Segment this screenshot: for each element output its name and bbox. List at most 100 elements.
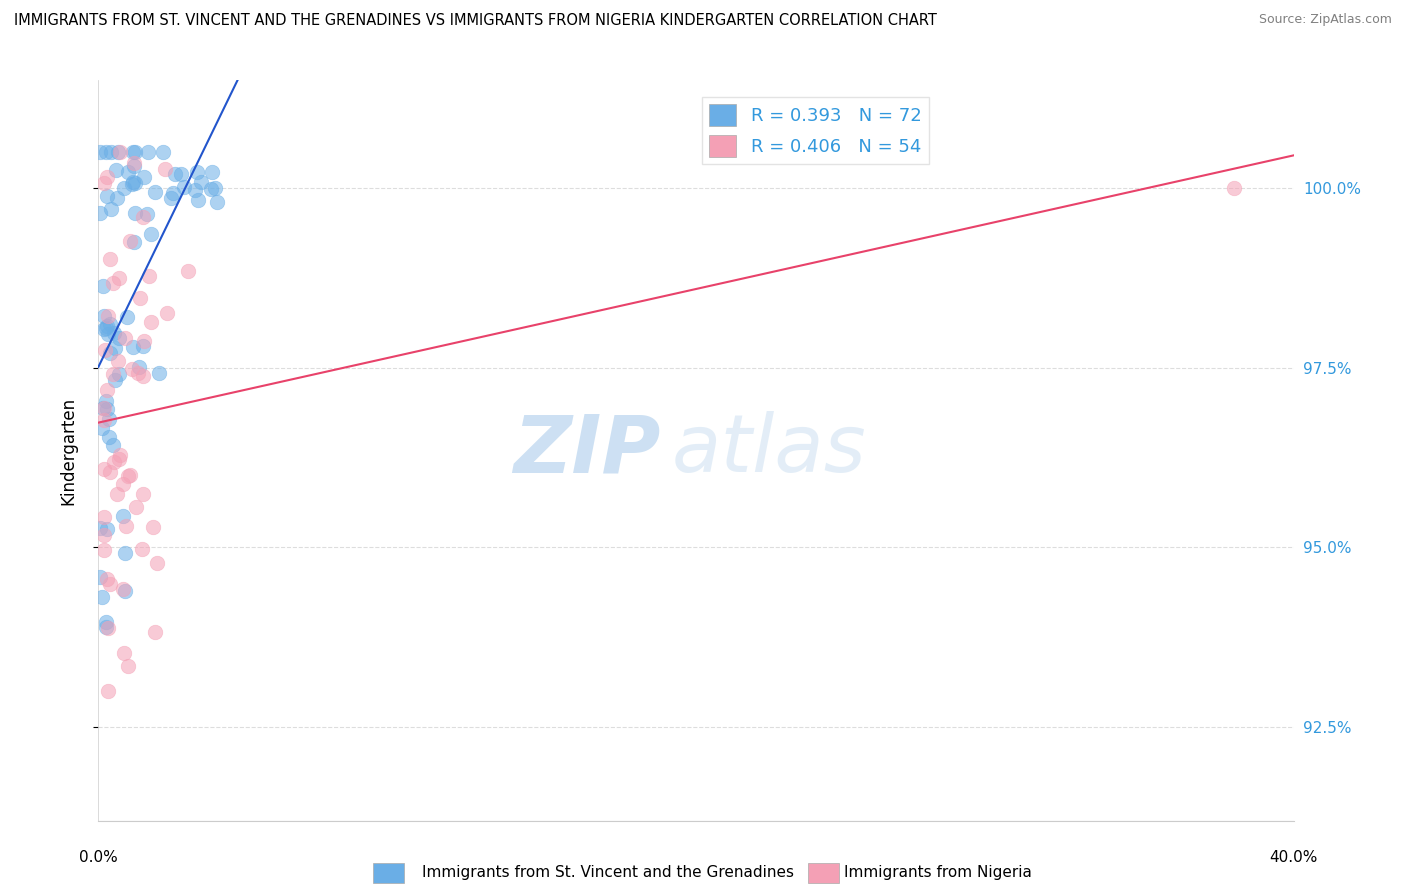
Point [170, 167, 193, 181]
Point [93, 413, 115, 427]
Point [114, 518, 136, 533]
Point [96, 572, 118, 586]
Point [205, 194, 228, 209]
Point [112, 477, 135, 491]
Point [93, 509, 115, 524]
Point [97, 430, 120, 444]
Point [101, 367, 124, 381]
Point [121, 340, 143, 354]
Point [91, 401, 114, 415]
Point [93, 322, 115, 336]
Text: Immigrants from Nigeria: Immigrants from Nigeria [844, 865, 1032, 880]
Point [124, 145, 146, 160]
Point [90, 591, 112, 605]
Point [89, 521, 111, 535]
Point [107, 145, 129, 160]
Point [131, 210, 153, 224]
Point [91, 421, 114, 435]
Point [128, 359, 150, 374]
Point [122, 156, 145, 170]
Point [94, 343, 117, 357]
Point [145, 556, 167, 570]
Point [134, 169, 156, 184]
Point [152, 145, 174, 160]
Point [117, 469, 139, 483]
Point [200, 182, 222, 196]
Point [111, 582, 134, 596]
Point [132, 339, 155, 353]
Point [132, 334, 155, 348]
Text: IMMIGRANTS FROM ST. VINCENT AND THE GRENADINES VS IMMIGRANTS FROM NIGERIA KINDER: IMMIGRANTS FROM ST. VINCENT AND THE GREN… [14, 13, 936, 29]
Text: ZIP: ZIP [513, 411, 661, 490]
Point [117, 310, 139, 324]
Text: Immigrants from St. Vincent and the Grenadines: Immigrants from St. Vincent and the Gren… [422, 865, 794, 880]
Point [103, 276, 125, 290]
Point [108, 452, 131, 467]
Point [125, 500, 148, 515]
Point [98, 576, 121, 591]
Point [89, 205, 111, 219]
Point [136, 207, 159, 221]
Point [122, 160, 145, 174]
Point [104, 163, 127, 178]
Point [89, 570, 111, 584]
Point [117, 164, 139, 178]
Point [118, 467, 141, 482]
Point [163, 167, 186, 181]
Point [104, 373, 127, 387]
Point [132, 369, 155, 384]
Point [114, 584, 136, 599]
Point [162, 186, 184, 200]
Point [131, 541, 153, 556]
Point [121, 177, 143, 191]
Point [98, 317, 121, 331]
Point [98, 465, 121, 479]
Point [143, 185, 166, 199]
Point [108, 448, 131, 462]
Point [120, 234, 142, 248]
Point [132, 487, 155, 501]
Point [114, 546, 136, 560]
Point [107, 191, 129, 205]
Point [97, 327, 120, 342]
Point [122, 175, 145, 189]
Point [114, 331, 136, 345]
Point [93, 401, 115, 415]
Point [94, 321, 117, 335]
Point [89, 145, 111, 160]
Point [122, 145, 145, 160]
Point [155, 306, 177, 320]
Point [107, 354, 129, 368]
Point [124, 176, 146, 190]
Point [91, 279, 114, 293]
Point [103, 455, 125, 469]
Point [153, 161, 176, 176]
Point [117, 659, 139, 673]
Point [148, 367, 170, 381]
Point [142, 520, 165, 534]
Point [94, 615, 117, 630]
Point [107, 330, 129, 344]
Point [103, 326, 125, 340]
Point [93, 176, 115, 190]
Point [177, 264, 200, 278]
Point [100, 202, 122, 216]
Point [94, 145, 117, 160]
Point [96, 169, 118, 184]
Point [96, 522, 118, 536]
Point [105, 487, 128, 501]
Point [93, 462, 115, 476]
Point [97, 310, 120, 324]
Point [173, 180, 195, 194]
Point [96, 402, 118, 417]
Point [98, 252, 121, 267]
Point [93, 528, 115, 542]
Point [129, 291, 152, 305]
Point [138, 268, 160, 283]
Point [127, 366, 149, 380]
Point [190, 175, 212, 189]
Point [94, 393, 117, 408]
Point [204, 181, 226, 195]
Point [114, 646, 136, 660]
Point [97, 684, 120, 698]
